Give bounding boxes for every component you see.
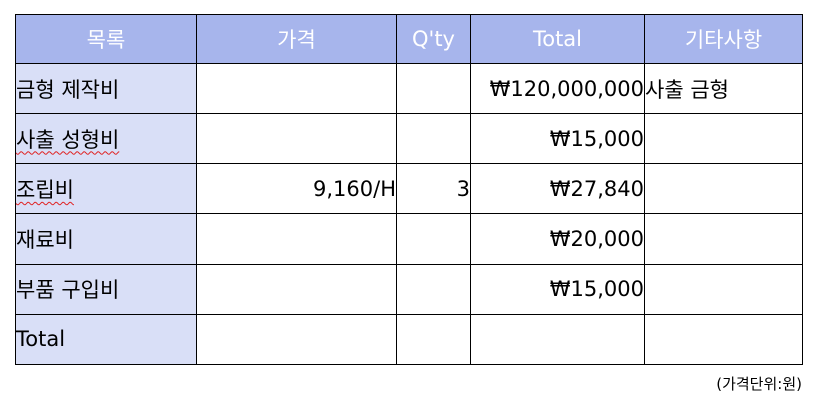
total-cell: ₩20,000 (470, 213, 645, 265)
header-total: Total (470, 14, 645, 64)
table-row: 재료비 ₩20,000 (15, 213, 803, 265)
price-cell (196, 313, 397, 366)
item-label: 조립비 (16, 177, 74, 202)
table-row: 부품 구입비 ₩15,000 (15, 263, 803, 315)
header-price: 가격 (196, 14, 397, 64)
qty-cell (396, 313, 471, 366)
note-cell (644, 213, 803, 265)
total-cell: ₩15,000 (470, 113, 645, 165)
note-cell: 사출 금형 (644, 62, 803, 115)
header-qty: Q'ty (396, 14, 471, 64)
header-note: 기타사항 (644, 14, 803, 64)
cost-table: 목록 가격 Q'ty Total 기타사항 금형 제작비 ₩120,000,00… (15, 14, 803, 366)
total-cell: ₩15,000 (470, 263, 645, 315)
qty-cell: 3 (396, 163, 471, 215)
total-cell: ₩27,840 (470, 163, 645, 215)
note-cell (644, 113, 803, 165)
total-row: Total (15, 313, 803, 366)
qty-cell (396, 263, 471, 315)
total-cell (470, 313, 645, 366)
item-cell: Total (15, 313, 197, 366)
item-cell: 부품 구입비 (15, 263, 197, 315)
header-item: 목록 (15, 14, 197, 64)
note-cell (644, 263, 803, 315)
qty-cell (396, 62, 471, 115)
item-cell: 재료비 (15, 213, 197, 265)
item-label: 사출 성형비 (16, 127, 120, 152)
table-row: 사출 성형비 ₩15,000 (15, 113, 803, 165)
note-cell (644, 313, 803, 366)
item-cell: 사출 성형비 (15, 113, 197, 165)
unit-note: (가격단위:원) (716, 375, 802, 393)
header-row: 목록 가격 Q'ty Total 기타사항 (15, 14, 803, 64)
qty-cell (396, 213, 471, 265)
qty-cell (396, 113, 471, 165)
item-cell: 금형 제작비 (15, 62, 197, 115)
total-cell: ₩120,000,000 (470, 62, 645, 115)
note-cell (644, 163, 803, 215)
table-row: 금형 제작비 ₩120,000,000 사출 금형 (15, 62, 803, 115)
price-cell (196, 263, 397, 315)
price-cell (196, 62, 397, 115)
price-cell (196, 113, 397, 165)
table-row: 조립비 9,160/H 3 ₩27,840 (15, 163, 803, 215)
item-cell: 조립비 (15, 163, 197, 215)
price-cell (196, 213, 397, 265)
price-cell: 9,160/H (196, 163, 397, 215)
